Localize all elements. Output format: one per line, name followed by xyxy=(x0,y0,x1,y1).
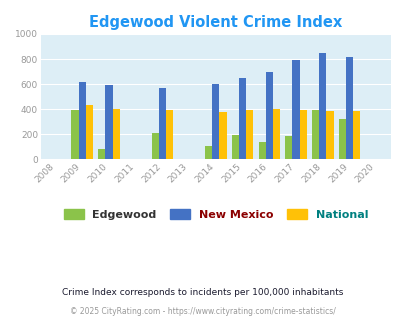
Bar xyxy=(272,109,279,159)
Bar xyxy=(311,111,318,159)
Bar xyxy=(338,119,345,159)
Bar xyxy=(112,109,119,159)
Bar xyxy=(71,111,79,159)
Legend: Edgewood, New Mexico, National: Edgewood, New Mexico, National xyxy=(59,205,372,224)
Bar xyxy=(212,84,219,159)
Bar xyxy=(205,146,212,159)
Bar xyxy=(326,111,333,159)
Bar xyxy=(166,110,173,159)
Bar xyxy=(239,78,245,159)
Bar xyxy=(265,72,272,159)
Bar xyxy=(352,111,360,159)
Bar xyxy=(258,142,265,159)
Title: Edgewood Violent Crime Index: Edgewood Violent Crime Index xyxy=(89,15,342,30)
Bar xyxy=(219,112,226,159)
Text: © 2025 CityRating.com - https://www.cityrating.com/crime-statistics/: © 2025 CityRating.com - https://www.city… xyxy=(70,307,335,316)
Bar xyxy=(85,105,93,159)
Bar xyxy=(158,88,166,159)
Bar xyxy=(299,110,306,159)
Bar xyxy=(285,136,292,159)
Bar xyxy=(79,82,85,159)
Bar xyxy=(245,110,253,159)
Bar xyxy=(345,56,352,159)
Bar xyxy=(292,60,299,159)
Text: Crime Index corresponds to incidents per 100,000 inhabitants: Crime Index corresponds to incidents per… xyxy=(62,287,343,297)
Bar xyxy=(98,148,105,159)
Bar xyxy=(105,85,112,159)
Bar xyxy=(318,53,326,159)
Bar xyxy=(231,136,239,159)
Bar xyxy=(151,133,158,159)
